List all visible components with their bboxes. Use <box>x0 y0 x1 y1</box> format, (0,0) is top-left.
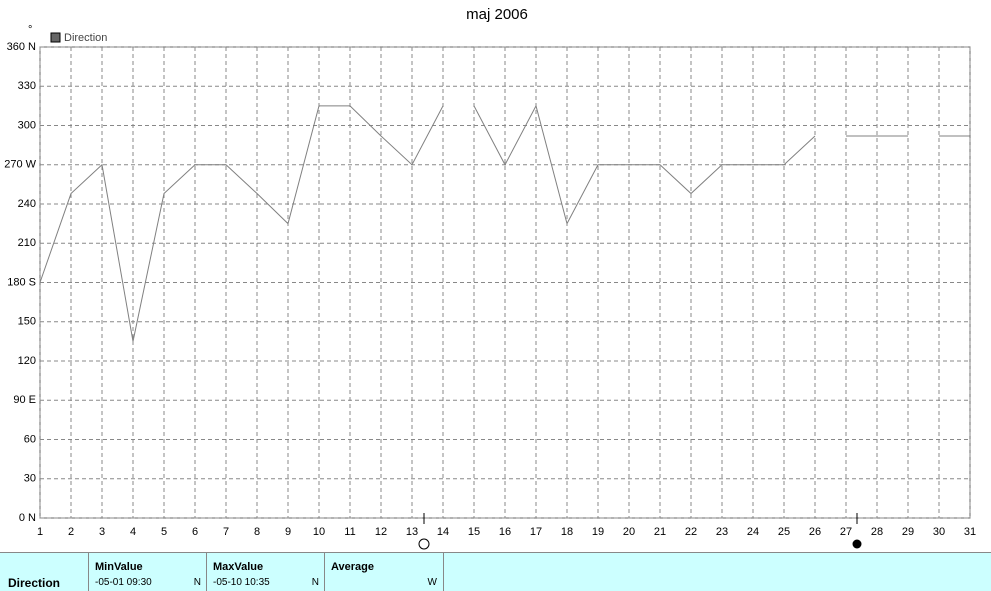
header: MinValue <box>95 561 143 573</box>
x-tick-label: 26 <box>809 526 821 538</box>
x-tick-label: 3 <box>99 526 105 538</box>
y-tick-label: 360 N <box>7 41 36 53</box>
x-tick-label: 28 <box>871 526 883 538</box>
row-label: Direction <box>8 576 61 590</box>
x-tick-label: 6 <box>192 526 198 538</box>
x-tick-label: 15 <box>468 526 480 538</box>
x-tick-label: 31 <box>964 526 976 538</box>
cell: Average W <box>324 553 444 591</box>
y-tick-label: 60 <box>24 433 36 445</box>
x-tick-label: 7 <box>223 526 229 538</box>
legend-swatch <box>50 32 61 43</box>
x-tick-label: 27 <box>840 526 852 538</box>
marker-open <box>418 538 430 550</box>
y-tick-label: 90 E <box>13 394 36 406</box>
x-tick-label: 11 <box>344 526 355 538</box>
dir: W <box>427 577 437 588</box>
x-tick-label: 24 <box>747 526 759 538</box>
dir: N <box>311 577 319 588</box>
x-tick-label: 1 <box>37 526 43 538</box>
x-tick-label: 14 <box>437 526 449 538</box>
y-tick-label: 330 <box>18 80 36 92</box>
chart-title: maj 2006 <box>466 6 528 23</box>
y-tick-label: 120 <box>18 355 36 367</box>
summary-table: Direction MinValue -05-01 09:30 N MaxVal… <box>0 552 991 591</box>
y-tick-label: 180 S <box>7 276 36 288</box>
x-tick-label: 23 <box>716 526 728 538</box>
header: MaxValue <box>213 561 264 573</box>
data-line <box>39 104 970 342</box>
time: -05-01 09:30 <box>95 577 152 588</box>
y-tick-label: 150 <box>18 316 36 328</box>
x-tick-label: 10 <box>313 526 325 538</box>
x-tick-label: 2 <box>68 526 74 538</box>
x-tick-label: 17 <box>530 526 542 538</box>
x-tick-label: 4 <box>130 526 136 538</box>
y-tick-label: 210 <box>18 237 36 249</box>
x-tick-label: 25 <box>778 526 790 538</box>
legend-label: Direction <box>64 32 107 44</box>
x-tick-label: 30 <box>933 526 945 538</box>
x-tick-label: 13 <box>406 526 418 538</box>
header: Average <box>331 561 375 573</box>
x-tick-label: 21 <box>654 526 666 538</box>
x-tick-label: 12 <box>375 526 387 538</box>
time: -05-10 10:35 <box>213 577 270 588</box>
y-tick-label: 270 W <box>4 159 36 171</box>
cell: MaxValue -05-10 10:35 N <box>206 553 325 591</box>
y-tick-label: 30 <box>24 473 36 485</box>
x-tick-label: 5 <box>161 526 167 538</box>
y-unit: ° <box>28 24 32 36</box>
x-tick-label: 18 <box>561 526 573 538</box>
y-tick-label: 240 <box>18 198 36 210</box>
y-tick-label: 0 N <box>19 512 36 524</box>
x-tick-label: 19 <box>592 526 604 538</box>
x-tick-label: 22 <box>685 526 697 538</box>
dir: N <box>193 577 201 588</box>
cell: Direction <box>0 553 88 591</box>
x-tick-label: 29 <box>902 526 914 538</box>
x-tick-label: 8 <box>254 526 260 538</box>
x-tick-label: 20 <box>623 526 635 538</box>
x-tick-label: 16 <box>499 526 511 538</box>
cell: MinValue -05-01 09:30 N <box>88 553 207 591</box>
x-tick-label: 9 <box>285 526 291 538</box>
marker-filled <box>852 539 862 549</box>
y-tick-label: 300 <box>18 119 36 131</box>
